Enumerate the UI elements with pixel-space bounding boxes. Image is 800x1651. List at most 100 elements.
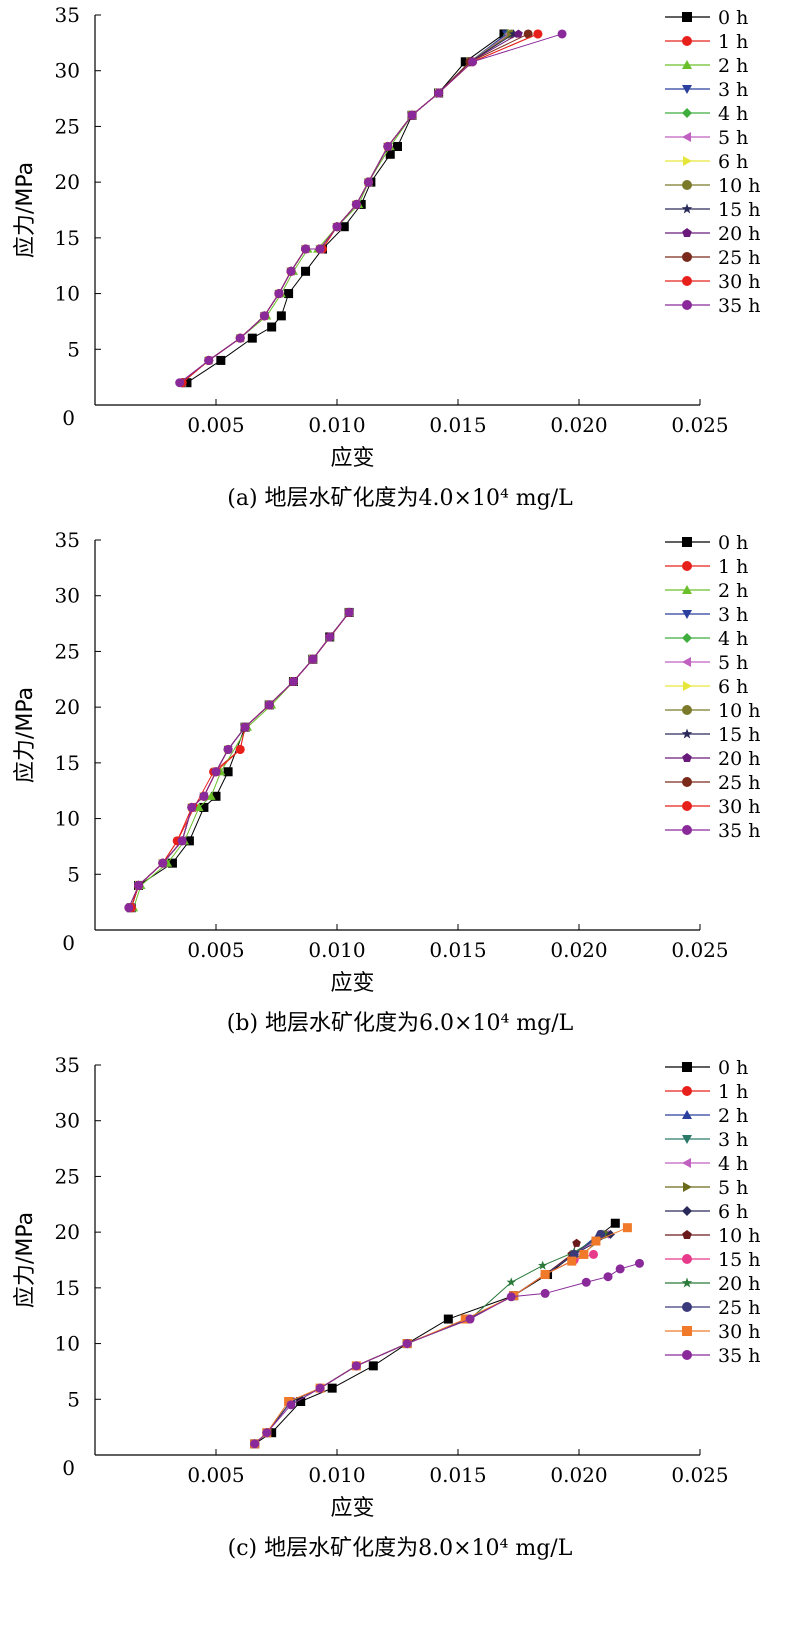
legend-label: 15 h [718,199,760,221]
data-point [124,903,134,913]
data-point [327,1383,337,1393]
data-point [537,1260,548,1270]
y-tick-label: 35 [55,1053,80,1077]
legend-marker [682,657,691,667]
data-point [443,1314,453,1324]
data-point [567,1256,577,1266]
legend-item: 0 h [665,7,748,29]
legend-marker [682,12,692,22]
data-point [296,1397,306,1407]
y-axis-label: 应力/MPa [13,687,38,783]
data-point [177,836,187,846]
data-point [572,1238,581,1247]
data-point [250,1439,260,1449]
data-point [276,311,286,321]
x-tick-label: 0.020 [550,413,607,437]
data-point [315,244,325,254]
legend-label: 1 h [718,31,748,53]
series-line [254,1233,602,1445]
stress-strain-chart-b: 0 5 10 15 20 25 30 35 0.005 0.010 0.015 0.020 0.025 应… [13,528,760,996]
legend-marker [682,1135,692,1144]
legend-label: 4 h [718,1153,748,1175]
y-tick-label: 30 [55,1109,80,1133]
legend-marker [682,585,692,594]
series-35h [124,607,354,913]
y-tick-label: 20 [55,170,80,194]
legend-marker [682,801,692,811]
series-2h [177,29,511,387]
data-point [460,57,470,67]
x-tick-label: 0.025 [671,413,728,437]
legend-label: 20 h [718,1273,760,1295]
y-tick-label: 0 [62,1456,75,1480]
legend-item: 35 h [665,1345,760,1367]
legend-label: 4 h [718,103,748,125]
legend-marker [682,252,692,262]
data-point [383,141,393,151]
series-line [254,1253,594,1445]
data-point [204,355,214,365]
legend-label: 30 h [718,796,760,818]
data-point [363,177,373,187]
data-point [557,29,567,39]
x-tick-label: 0.010 [308,413,365,437]
legend-label: 1 h [718,556,748,578]
y-tick-label: 5 [67,1387,80,1411]
legend-marker [682,753,692,763]
legend-item: 2 h [665,55,748,77]
series-line [254,1233,604,1445]
legend-item: 1 h [665,31,748,53]
y-tick-label: 10 [55,807,80,831]
legend-marker [682,1326,692,1336]
y-tick-label: 0 [62,931,75,955]
legend-item: 15 h [665,199,760,221]
legend-marker [682,1350,692,1360]
legend-marker [683,156,692,166]
legend-label: 2 h [718,580,748,602]
legend-label: 35 h [718,295,760,317]
data-point [158,858,168,868]
legend-label: 35 h [718,820,760,842]
legend-marker [682,85,692,94]
x-tick-label: 0.020 [550,938,607,962]
legend-marker [682,1206,692,1216]
legend-marker [682,228,692,238]
legend-label: 2 h [718,55,748,77]
legend-label: 5 h [718,127,748,149]
x-tick-label: 0.005 [187,938,244,962]
legend-item: 35 h [665,295,760,317]
y-tick-label: 30 [55,584,80,608]
legend-label: 25 h [718,772,760,794]
data-point [533,29,543,39]
data-point [465,1314,475,1324]
legend-marker [682,561,692,571]
legend-item: 5 h [665,1177,748,1199]
legend-marker [682,705,692,715]
data-point [468,57,478,67]
legend-marker [682,633,692,643]
data-point [187,802,197,812]
legend-marker [682,300,692,310]
data-point [182,378,192,388]
legend-item: 35 h [665,820,760,842]
legend-item: 4 h [665,103,748,125]
legend-item: 5 h [665,127,748,149]
x-axis-label: 应变 [330,446,374,471]
x-tick-label: 0.005 [187,413,244,437]
data-point [286,1400,296,1410]
series-5h [177,29,513,388]
series-line [181,33,507,384]
data-point [339,222,349,232]
data-point [175,378,185,388]
data-point [267,1428,277,1438]
series-35h [175,29,567,388]
series-line [181,33,507,384]
legend-item: 25 h [665,1297,760,1319]
data-point [506,1277,516,1287]
data-point [407,110,417,120]
data-point [267,322,277,332]
y-axis-label: 应力/MPa [13,1212,38,1308]
y-tick-label: 35 [55,3,80,27]
series-line [254,1262,640,1445]
data-point [206,791,216,800]
